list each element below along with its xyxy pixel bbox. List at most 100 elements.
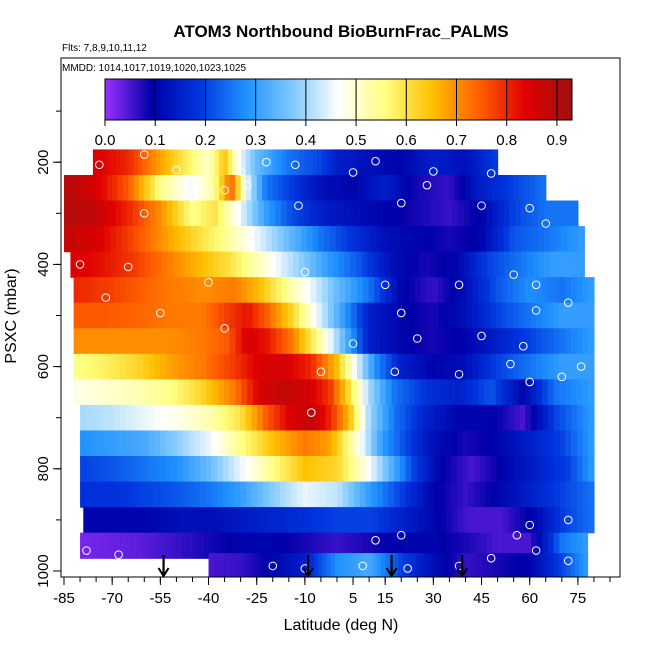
- heatmap-cell: [326, 553, 332, 577]
- sample-point: [506, 359, 515, 369]
- heatmap-cell: [161, 200, 168, 227]
- heatmap-cell: [406, 507, 413, 534]
- heatmap-cell: [428, 174, 434, 202]
- sample-point: [486, 553, 496, 563]
- sample-point: [557, 372, 567, 382]
- heatmap-cell: [250, 553, 256, 577]
- heatmap-cell: [428, 226, 435, 253]
- heatmap-cell: [252, 302, 260, 329]
- heatmap-cell: [264, 302, 271, 329]
- heatmap-cell: [247, 353, 254, 380]
- heatmap-cell: [520, 200, 528, 227]
- heatmap-cell: [133, 149, 139, 176]
- heatmap-cell: [165, 430, 173, 457]
- heatmap-cell: [143, 302, 150, 329]
- heatmap-cell: [348, 481, 355, 508]
- heatmap-cell: [132, 200, 139, 227]
- heatmap-cell: [304, 149, 310, 176]
- heatmap-cell: [405, 226, 412, 253]
- heatmap-cell: [368, 302, 375, 329]
- heatmap-cell: [491, 456, 498, 483]
- heatmap-cell: [83, 507, 90, 534]
- heatmap-cell: [196, 226, 204, 253]
- heatmap-cell: [257, 430, 264, 457]
- heatmap-cell: [80, 430, 87, 457]
- heatmap-cell: [97, 456, 104, 483]
- heatmap-cell: [560, 200, 568, 227]
- heatmap-cell: [263, 553, 269, 577]
- heatmap-cell: [391, 302, 398, 329]
- heatmap-cell: [431, 553, 437, 577]
- heatmap-cell: [478, 277, 485, 304]
- heatmap-cell: [304, 251, 311, 278]
- heatmap-cell: [199, 456, 207, 483]
- heatmap-cell: [280, 553, 285, 577]
- heatmap-cell: [196, 507, 204, 534]
- heatmap-cell: [195, 302, 202, 329]
- heatmap-cell: [331, 149, 337, 176]
- heatmap-cell: [486, 226, 493, 253]
- heatmap-cell: [328, 302, 335, 329]
- heatmap-cell: [291, 456, 298, 483]
- heatmap-cell: [260, 532, 267, 559]
- heatmap-cell: [304, 379, 312, 406]
- heatmap-cell: [451, 456, 458, 483]
- heatmap-cell: [75, 226, 82, 253]
- heatmap-cell: [456, 430, 464, 457]
- heatmap-cell: [337, 481, 344, 508]
- heatmap-cell: [297, 456, 304, 483]
- heatmap-cell: [92, 226, 100, 253]
- heatmap-cell: [85, 353, 92, 380]
- heatmap-cell: [366, 200, 373, 227]
- heatmap-cell: [374, 277, 381, 304]
- sample-point: [531, 280, 541, 290]
- heatmap-cell: [547, 302, 555, 329]
- heatmap-cell: [236, 251, 243, 278]
- heatmap-cell: [79, 379, 86, 406]
- heatmap-cell: [263, 149, 269, 176]
- heatmap-cell: [495, 353, 503, 380]
- heatmap-cell: [125, 353, 133, 380]
- heatmap-cell: [254, 226, 262, 253]
- heatmap-cell: [403, 353, 410, 380]
- heatmap-cell: [439, 226, 447, 253]
- heatmap-cell: [332, 507, 340, 534]
- x-tick-label: -70: [101, 590, 123, 607]
- sample-point: [531, 306, 541, 315]
- heatmap-cell: [397, 379, 404, 406]
- heatmap-cell: [131, 404, 138, 432]
- heatmap-cell: [514, 507, 521, 534]
- heatmap-cell: [85, 174, 92, 202]
- sample-point: [531, 546, 541, 555]
- heatmap-cell: [291, 430, 298, 457]
- heatmap-cell: [464, 251, 471, 278]
- heatmap-cell: [297, 430, 304, 457]
- heatmap-cell: [468, 404, 475, 432]
- heatmap-cell: [97, 430, 104, 457]
- heatmap-cell: [217, 404, 224, 432]
- heatmap-cell: [275, 302, 283, 329]
- heatmap-cell: [328, 353, 335, 380]
- heatmap-cell: [570, 532, 577, 559]
- heatmap-cell: [491, 507, 499, 534]
- heatmap-cell: [119, 328, 127, 355]
- heatmap-cell: [472, 353, 479, 380]
- heatmap-cell: [313, 149, 319, 176]
- heatmap-cell: [447, 251, 454, 278]
- heatmap-cell: [394, 430, 401, 457]
- heatmap-cell: [513, 379, 520, 406]
- heatmap-cell: [541, 302, 549, 329]
- heatmap-cell: [579, 553, 584, 577]
- heatmap-cell: [85, 481, 93, 508]
- heatmap-cell: [401, 532, 408, 559]
- heatmap-cell: [532, 553, 538, 577]
- sample-point: [114, 550, 123, 559]
- heatmap-cell: [314, 404, 321, 432]
- sample-point: [380, 280, 390, 290]
- heatmap-cell: [565, 430, 572, 457]
- heatmap-cell: [565, 404, 572, 432]
- heatmap-cell: [81, 200, 88, 227]
- heatmap-cell: [474, 226, 481, 253]
- heatmap-cell: [211, 456, 218, 483]
- heatmap-cell: [582, 481, 589, 508]
